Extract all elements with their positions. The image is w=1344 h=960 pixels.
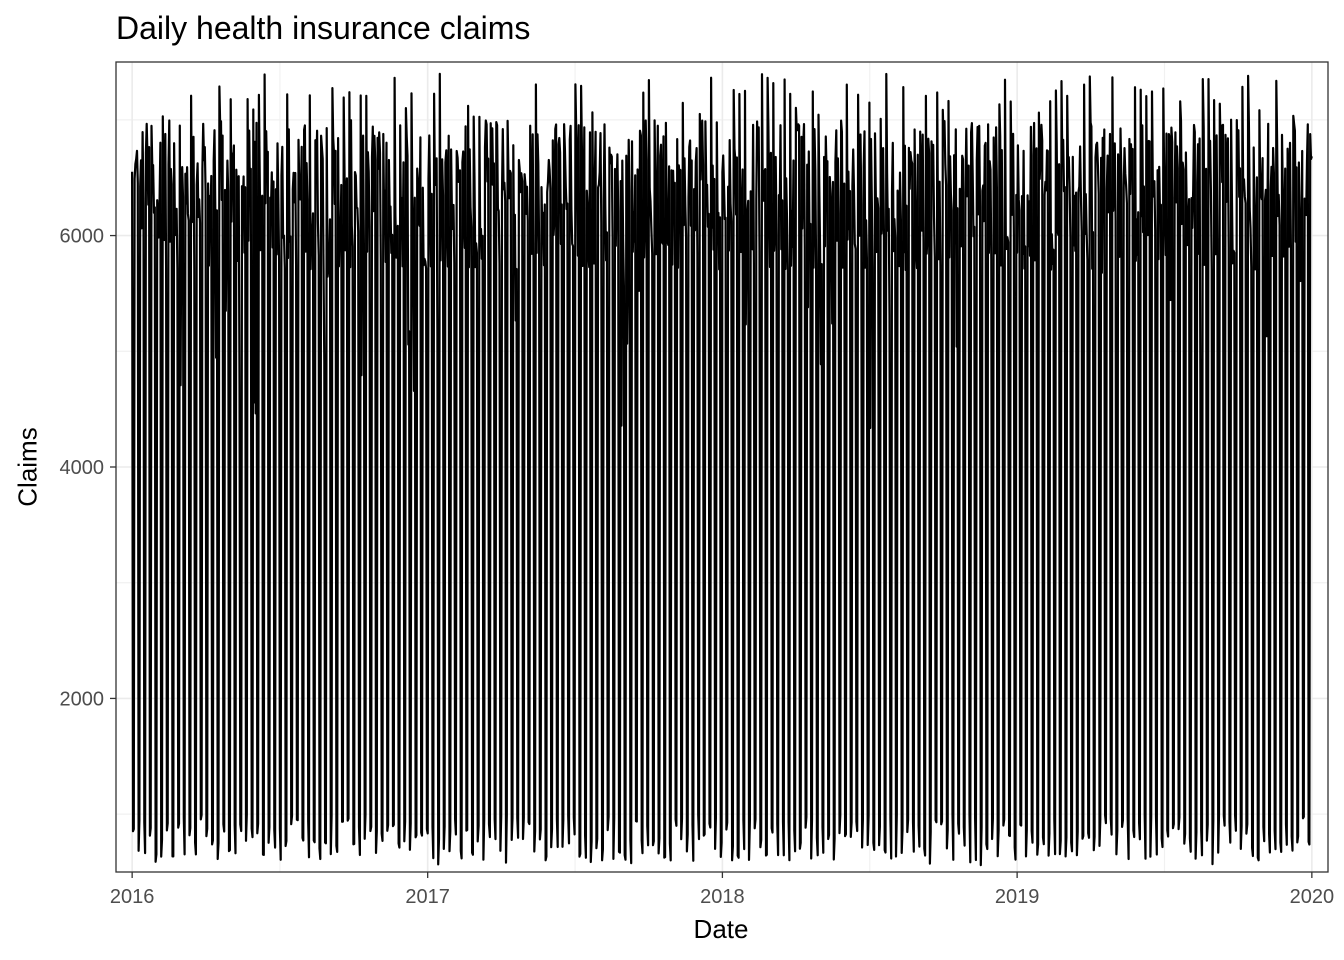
x-tick-label: 2017	[405, 886, 450, 908]
x-axis-label: Date	[693, 914, 749, 944]
y-tick-label: 4000	[60, 457, 105, 479]
chart-title: Daily health insurance claims	[116, 10, 531, 46]
x-axis: 2016 2017 2018 2019 2020	[110, 872, 1334, 908]
x-tick-label: 2018	[700, 886, 745, 908]
y-tick-label: 2000	[60, 688, 105, 710]
series-line-claims	[131, 72, 1313, 867]
y-tick-label: 6000	[60, 226, 105, 248]
x-tick-label: 2019	[995, 886, 1040, 908]
x-tick-label: 2020	[1290, 886, 1335, 908]
x-tick-label: 2016	[110, 886, 155, 908]
y-axis: 2000 4000 6000	[60, 226, 116, 710]
